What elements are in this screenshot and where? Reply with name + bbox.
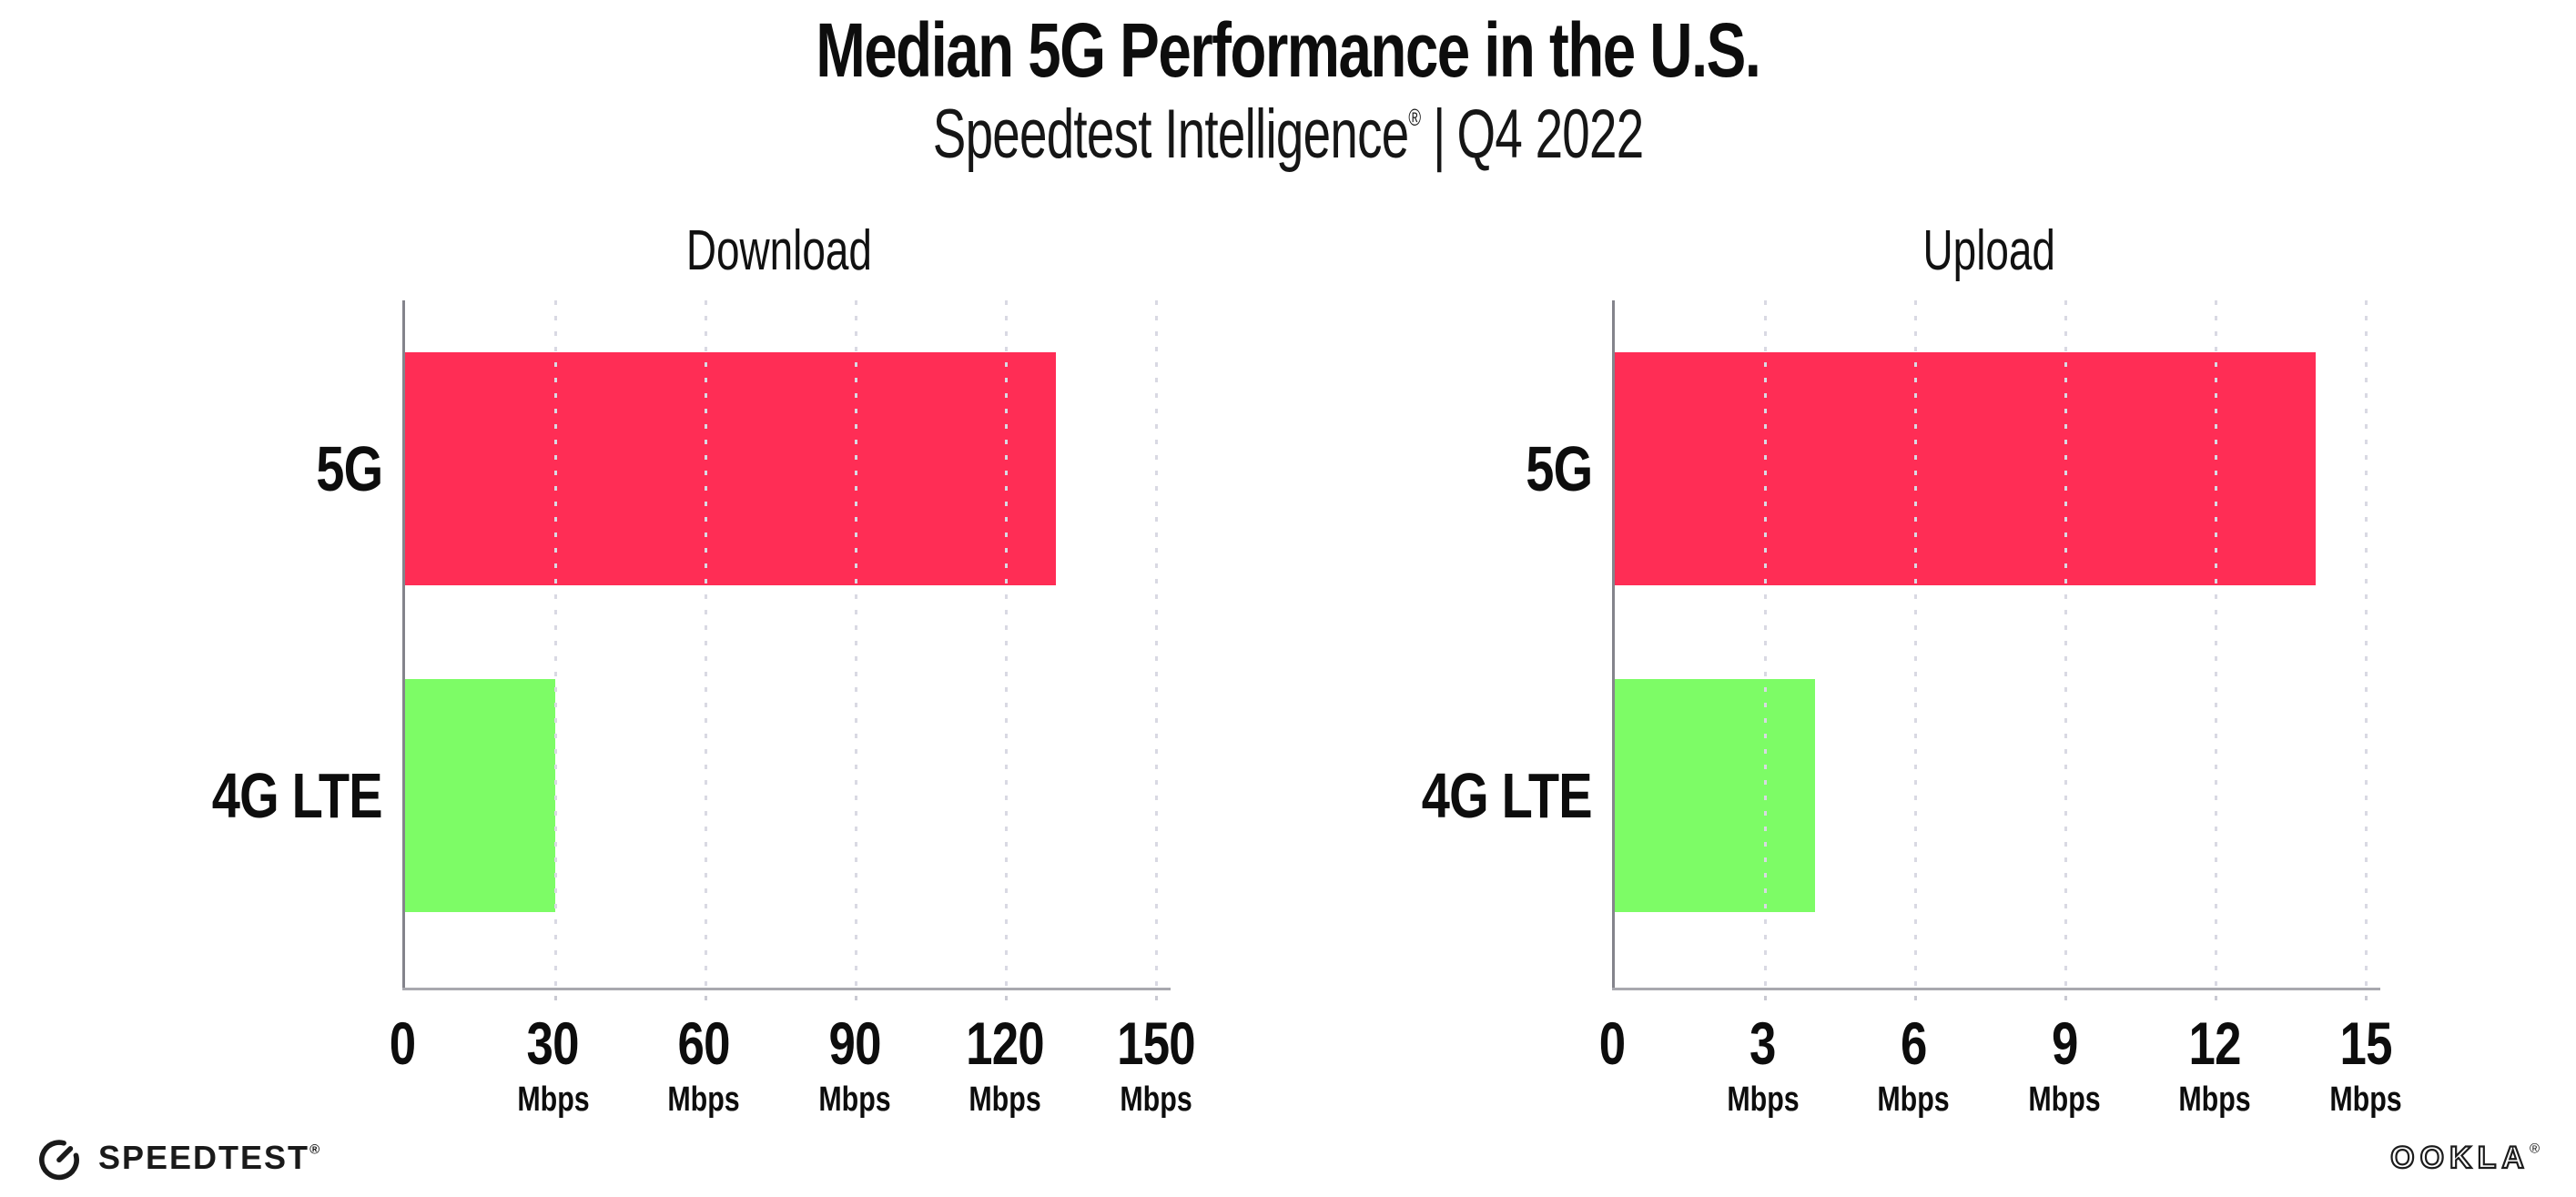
x-tick-value: 150: [1117, 1009, 1196, 1077]
gridline-12: [2215, 300, 2217, 1000]
ylabel-4g-lte: 4G LTE: [211, 760, 383, 831]
x-tick-value: 120: [966, 1009, 1046, 1077]
x-tick-0: 0: [386, 1013, 419, 1073]
footer: SPEEDTEST® OOKLA®: [35, 1133, 2540, 1182]
gridline-9: [2064, 300, 2067, 1000]
upload-chart-body: 5G 4G LTE: [1319, 300, 2380, 1000]
x-tick-120: 120 Mbps: [957, 1013, 1054, 1117]
x-tick-30: 30 Mbps: [508, 1013, 598, 1117]
bar-5g: [405, 352, 1056, 585]
x-tick-value: 9: [2051, 1009, 2078, 1077]
bar-4g-lte: [1615, 679, 1815, 912]
x-tick-unit: Mbps: [969, 1080, 1042, 1119]
speedtest-gauge-icon: [39, 1140, 79, 1181]
ylabel-4g-lte: 4G LTE: [1421, 760, 1593, 831]
x-tick-value: 0: [389, 1009, 416, 1077]
header: Median 5G Performance in the U.S. Speedt…: [0, 7, 2576, 174]
gridline-60: [705, 300, 707, 1000]
upload-x-axis: 0 3 Mbps 6 Mbps 9 Mbps 12 Mbps 15 Mbps: [1599, 1013, 2402, 1177]
subtitle-brand: Speedtest Intelligence: [932, 96, 1409, 174]
speedtest-logo: SPEEDTEST®: [35, 1133, 321, 1182]
x-tick-unit: Mbps: [2028, 1080, 2101, 1119]
x-tick-value: 6: [1900, 1009, 1927, 1077]
x-tick-15: 15 Mbps: [2320, 1013, 2410, 1117]
x-tick-unit: Mbps: [516, 1080, 590, 1119]
gridline-30: [554, 300, 557, 1000]
x-tick-value: 15: [2339, 1009, 2392, 1077]
x-tick-value: 30: [527, 1009, 580, 1077]
ylabel-5g: 5G: [1525, 433, 1593, 504]
x-tick-unit: Mbps: [1877, 1080, 1950, 1119]
x-tick-value: 90: [828, 1009, 881, 1077]
download-x-axis: 0 30 Mbps 60 Mbps 90 Mbps 120 Mbps 150 Mbps: [390, 1013, 1196, 1177]
bar-5g: [1615, 352, 2316, 585]
upload-chart: Upload 5G 4G LTE 0 3 Mbps 6 Mbps 9 Mbps 12 Mbps 15…: [1319, 218, 2402, 1177]
download-y-axis-labels: 5G 4G LTE: [109, 300, 402, 988]
x-tick-unit: Mbps: [1120, 1080, 1192, 1119]
subtitle-period: Q4 2022: [1456, 96, 1644, 174]
x-tick-150: 150 Mbps: [1107, 1013, 1204, 1117]
speedtest-registered-mark: ®: [309, 1141, 322, 1158]
gridline-120: [1005, 300, 1008, 1000]
ylabel-5g: 5G: [315, 433, 383, 504]
speedtest-wordmark: SPEEDTEST®: [98, 1139, 322, 1176]
x-tick-value: 60: [677, 1009, 731, 1077]
download-plot-area: [402, 300, 1171, 1000]
bar-4g-lte: [405, 679, 555, 912]
gridline-6: [1914, 300, 1917, 1000]
gridline-3: [1764, 300, 1767, 1000]
x-tick-90: 90 Mbps: [809, 1013, 899, 1117]
x-tick-6: 6 Mbps: [1869, 1013, 1959, 1117]
x-tick-value: 0: [1598, 1009, 1626, 1077]
x-tick-0: 0: [1596, 1013, 1628, 1073]
x-tick-3: 3 Mbps: [1718, 1013, 1808, 1117]
ookla-logo: OOKLA®: [2389, 1139, 2540, 1175]
upload-y-axis-labels: 5G 4G LTE: [1319, 300, 1612, 988]
x-tick-unit: Mbps: [2178, 1080, 2252, 1119]
upload-plot-area: [1612, 300, 2380, 1000]
ookla-wordmark: OOKLA: [2389, 1139, 2530, 1175]
x-tick-unit: Mbps: [667, 1080, 740, 1119]
x-tick-value: 12: [2188, 1009, 2242, 1077]
x-tick-60: 60 Mbps: [659, 1013, 749, 1117]
x-tick-unit: Mbps: [2329, 1080, 2402, 1119]
gridline-150: [1155, 300, 1158, 1000]
upload-chart-title: Upload: [1922, 219, 2055, 282]
x-tick-unit: Mbps: [1726, 1080, 1800, 1119]
x-tick-12: 12 Mbps: [2170, 1013, 2260, 1117]
page-title: Median 5G Performance in the U.S.: [816, 7, 1761, 93]
gridline-15: [2365, 300, 2368, 1000]
registered-trademark-icon: ®: [1408, 106, 1422, 132]
gridline-90: [855, 300, 857, 1000]
x-tick-value: 3: [1749, 1009, 1776, 1077]
x-tick-unit: Mbps: [818, 1080, 891, 1119]
download-chart-title: Download: [685, 219, 873, 282]
ookla-registered-mark: ®: [2529, 1141, 2540, 1156]
download-chart: Download 5G 4G LTE 0 30 Mbps 60 Mbps 90 Mbps 120…: [109, 218, 1196, 1177]
x-tick-9: 9 Mbps: [2019, 1013, 2109, 1117]
subtitle-separator: |: [1432, 96, 1445, 174]
download-chart-body: 5G 4G LTE: [109, 300, 1171, 1000]
page-subtitle: Speedtest Intelligence® | Q4 2022: [0, 95, 2576, 174]
